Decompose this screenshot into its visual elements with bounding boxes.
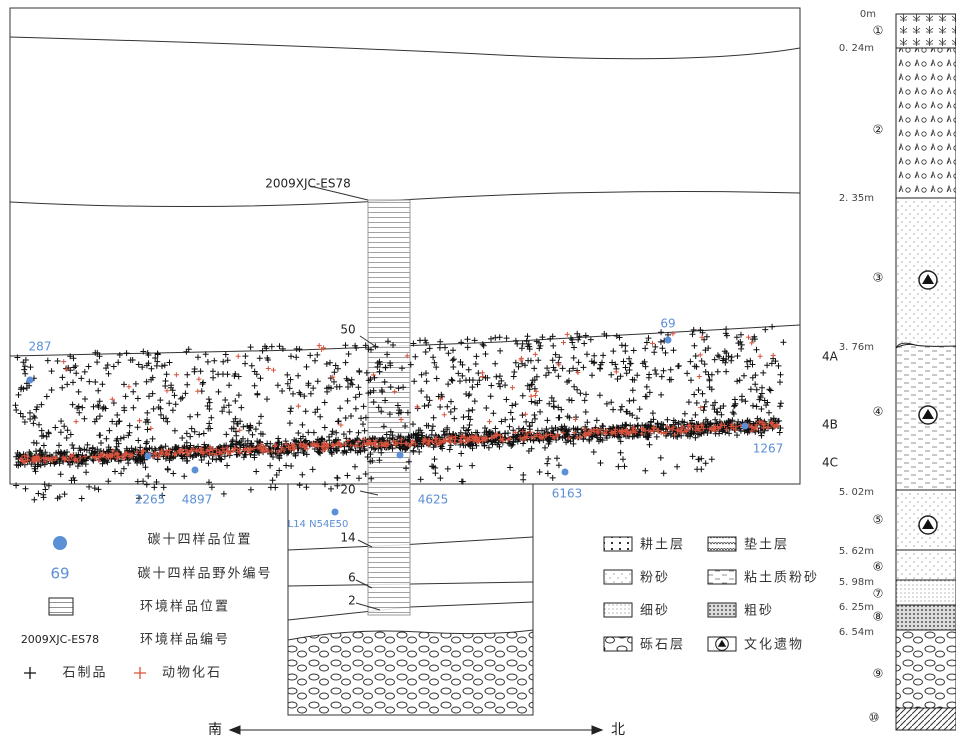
env-sample-number: 14 — [340, 531, 355, 545]
legend-label: 碳十四样品野外编号 — [137, 567, 272, 582]
lithology-swatch — [603, 569, 633, 585]
c14-sample — [26, 376, 34, 384]
lithology-label: 粗砂 — [744, 604, 774, 619]
c14-number: 2265 — [135, 493, 166, 507]
depth-label: 2. 35m — [839, 193, 874, 204]
leader-line — [309, 185, 381, 611]
lithology-swatch — [707, 569, 737, 585]
legend-label: 石制品 — [62, 666, 107, 681]
lithology-legend: 耕土层 垫土层 粉砂 粘土质粉砂 细砂 粗砂 砾石层 文化遗物 — [603, 536, 819, 653]
c14-number: 6163 — [552, 487, 583, 501]
gravel-layer — [287, 629, 534, 716]
c14-sample — [561, 468, 569, 476]
legend-label: 环境样品编号 — [140, 633, 230, 648]
c14-sample — [331, 508, 339, 516]
layer-number: ⑩ — [869, 711, 880, 725]
lithology-swatch — [603, 536, 633, 552]
c14-sample — [741, 422, 749, 430]
depth-label: 0m — [860, 9, 876, 20]
direction-label: 南 — [208, 722, 222, 738]
layer-number: ⑤ — [873, 513, 884, 527]
relic-symbol — [918, 515, 938, 535]
fossil-symbol — [134, 667, 146, 679]
relic-symbol — [918, 405, 938, 425]
legend-label: 碳十四样品位置 — [147, 533, 252, 548]
legend-label: 环境样品位置 — [140, 600, 230, 615]
layer-number: ④ — [873, 405, 884, 419]
depth-label: 0. 24m — [839, 43, 874, 54]
legend-example: 69 — [50, 565, 69, 583]
depth-label: 6. 54m — [839, 627, 874, 638]
depth-label: 3. 76m — [839, 342, 874, 353]
lithology-swatch — [707, 536, 737, 552]
layer-number: ⑧ — [873, 610, 884, 624]
column-layer — [895, 629, 956, 709]
legend-example: 2009XJC-ES78 — [21, 633, 99, 646]
direction: 南 北 — [208, 722, 625, 738]
c14-sample — [664, 336, 672, 344]
c14-sample — [191, 466, 199, 474]
lithology-label: 垫土层 — [744, 537, 789, 553]
lithology-label: 耕土层 — [640, 537, 685, 553]
layer-boundary — [9, 36, 801, 60]
lithology-label: 细砂 — [640, 604, 670, 619]
lithology-label: 粉砂 — [640, 571, 670, 586]
layer-number: ① — [873, 24, 884, 38]
layer-number: ② — [873, 123, 884, 137]
c14-symbol — [53, 536, 67, 550]
env-symbol — [48, 597, 74, 616]
c14-number: 69 — [660, 317, 675, 331]
column-layer — [895, 604, 956, 631]
legend-label: 动物化石 — [162, 666, 222, 681]
depth-label: 5. 62m — [839, 546, 874, 557]
direction-label: 北 — [611, 722, 625, 738]
lithology-label: 粘土质粉砂 — [744, 571, 819, 586]
lithology-swatch — [707, 602, 737, 618]
column-layer — [895, 707, 956, 731]
c14-sample — [396, 451, 404, 459]
env-sample-number: 6 — [348, 571, 356, 585]
layer-label: 4A — [822, 350, 839, 364]
column-layer — [895, 47, 956, 199]
env-sample-number: 20 — [340, 483, 355, 497]
column-layer — [895, 579, 956, 606]
layer-label: 4C — [822, 456, 838, 470]
animal-fossils — [18, 331, 781, 465]
env-sample-number: 2 — [348, 594, 356, 608]
legend: 碳十四样品位置 69 碳十四样品野外编号 环境样品位置 2009XJC-ES78… — [21, 533, 272, 681]
lithology-swatch — [603, 636, 633, 652]
stone-symbol — [24, 667, 36, 679]
c14-number: 287 — [29, 340, 52, 354]
env-sample-column — [367, 199, 411, 616]
env-sample-number: 50 — [340, 323, 355, 337]
layer-number: ⑦ — [873, 587, 884, 601]
depth-label: 6. 25m — [839, 602, 874, 613]
c14-number: 1267 — [753, 442, 784, 456]
relic-symbol — [715, 637, 729, 651]
column-layer — [895, 13, 956, 49]
lithology-label: 砾石层 — [640, 638, 685, 653]
layer-label: 4B — [822, 418, 838, 432]
relic-symbol — [918, 270, 938, 290]
layer-number: ⑥ — [873, 560, 884, 574]
env-sample-id: 2009XJC-ES78 — [265, 177, 350, 191]
lithology-swatch — [603, 602, 633, 618]
profile: 2009XJC-ES78 50 20 14 6 2 287 69 1267 22… — [9, 7, 839, 716]
depth-label: 5. 98m — [839, 577, 874, 588]
column: 0m 0. 24m 2. 35m 3. 76m 5. 02m 5. 62m 5.… — [839, 9, 956, 731]
layer-number: ⑨ — [873, 667, 884, 681]
c14-number: 4625 — [418, 493, 449, 507]
grid-label: L14 N54E50 — [288, 519, 349, 530]
layer-number: ③ — [873, 271, 884, 285]
depth-label: 5. 02m — [839, 487, 874, 498]
c14-sample — [144, 452, 152, 460]
column-layer — [895, 549, 956, 581]
direction-arrow — [228, 725, 604, 735]
lithology-label: 文化遗物 — [744, 638, 804, 653]
c14-number: 4897 — [182, 493, 213, 507]
